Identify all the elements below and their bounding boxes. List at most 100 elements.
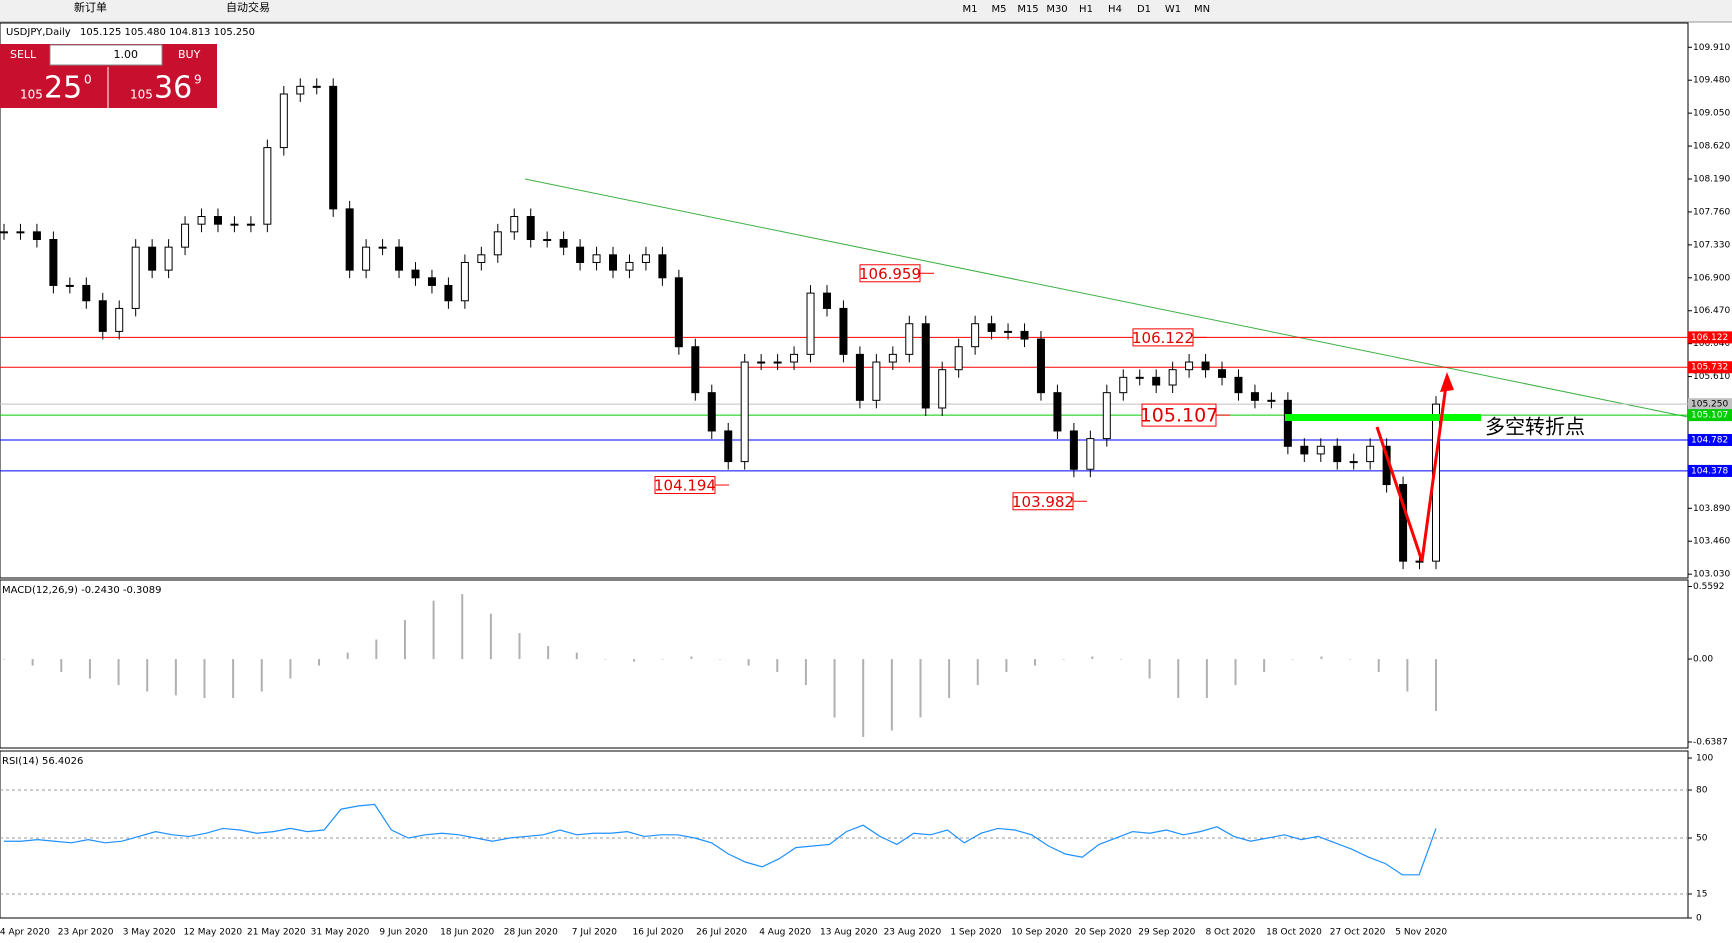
x-tick-label: 23 Aug 2020 (884, 928, 942, 938)
candle (691, 346, 700, 394)
candle (181, 223, 190, 248)
rsi-label: RSI(14) 56.4026 (2, 756, 83, 767)
candle (724, 430, 733, 463)
candle (16, 231, 25, 234)
candle (790, 353, 799, 363)
candle (1053, 392, 1062, 432)
x-tick-label: 20 Sep 2020 (1075, 928, 1132, 938)
candle (872, 361, 881, 401)
candle (312, 85, 321, 88)
level-tag (1688, 331, 1732, 344)
timeframe-button[interactable]: M1 (963, 4, 978, 15)
y-tick-label: 109.050 (1693, 109, 1730, 119)
candle (1086, 438, 1095, 470)
y-tick-label: 108.620 (1693, 142, 1730, 152)
candle (460, 261, 469, 302)
candle (1218, 369, 1227, 378)
level-label: 105.107 (1691, 411, 1728, 421)
x-tick-label: 8 Oct 2020 (1205, 928, 1255, 938)
candle (32, 231, 41, 240)
candle (1102, 392, 1111, 440)
buy-button[interactable]: BUY (178, 48, 201, 61)
candle (427, 277, 436, 286)
candle (1119, 376, 1128, 394)
timeframe-button[interactable]: H1 (1079, 4, 1093, 15)
rsi-tick-label: 80 (1696, 786, 1708, 796)
candle (296, 85, 305, 95)
y-tick-label: 109.910 (1693, 43, 1730, 53)
timeframe-button[interactable]: H4 (1108, 4, 1122, 15)
level-tag (1688, 433, 1732, 446)
candle (641, 254, 650, 263)
candle (213, 216, 222, 225)
sell-button[interactable]: SELL (10, 48, 37, 61)
candle (921, 323, 930, 409)
candle (279, 93, 288, 149)
candle (362, 246, 371, 271)
candle (0, 231, 8, 234)
timeframe-button[interactable]: MN (1194, 4, 1210, 15)
lots[interactable]: 1.00 (114, 48, 139, 61)
candle (148, 246, 157, 271)
candle (707, 392, 716, 432)
level-tag (1688, 464, 1732, 477)
timeframe-button[interactable]: M30 (1046, 4, 1067, 15)
candle (559, 238, 568, 248)
x-tick-label: 12 May 2020 (183, 928, 242, 938)
y-tick-label: 103.890 (1693, 504, 1730, 514)
candle (740, 361, 749, 463)
candle (1069, 430, 1078, 470)
candle (510, 216, 519, 233)
candle (477, 254, 486, 263)
macd-tick-label: -0.6387 (1693, 737, 1728, 747)
macd-label: MACD(12,26,9) -0.2430 -0.3089 (2, 585, 162, 596)
y-tick-label: 106.040 (1693, 339, 1730, 349)
candle (82, 284, 91, 302)
timeframe-button[interactable]: W1 (1165, 4, 1181, 15)
auto-trading-button[interactable]: 自动交易 (226, 0, 270, 14)
marks (0, 78, 1688, 570)
rsi-tick-label: 100 (1696, 754, 1713, 764)
candle (378, 246, 387, 249)
candle (1020, 330, 1029, 340)
annotation-label: 106.959 (859, 265, 921, 283)
candle (674, 277, 683, 348)
rsi-panel (0, 750, 1689, 919)
candle (773, 361, 782, 364)
x-tick-label: 28 Jun 2020 (504, 928, 558, 938)
new-order-button[interactable]: 新订单 (74, 0, 107, 14)
rsi-line (4, 803, 1437, 876)
annotation-box (654, 476, 716, 495)
x-tick-label: 10 Sep 2020 (1011, 928, 1068, 938)
x-tick-label: 16 Jul 2020 (633, 928, 684, 938)
y-tick-label: 103.460 (1693, 537, 1730, 547)
candle (411, 269, 420, 279)
candle (905, 323, 914, 355)
y-tick-label: 103.030 (1693, 570, 1730, 580)
candle (1333, 445, 1342, 463)
lots-box[interactable] (49, 44, 163, 66)
v-arrow (1375, 377, 1449, 562)
candle (658, 254, 667, 279)
candle (1267, 399, 1276, 402)
ask-pips: 36 (154, 71, 192, 106)
timeframe-button[interactable]: D1 (1137, 4, 1151, 15)
level-label: 104.782 (1691, 435, 1728, 445)
candle (1250, 392, 1259, 401)
annotation-label: 104.194 (654, 477, 716, 495)
candle (954, 346, 963, 371)
candle (938, 369, 947, 409)
y-tick-label: 108.190 (1693, 174, 1730, 184)
candle (263, 147, 272, 225)
timeframe-button[interactable]: M5 (992, 4, 1007, 15)
candle (1185, 361, 1194, 371)
x-tick-label: 13 Aug 2020 (820, 928, 878, 938)
candle (1300, 445, 1309, 455)
timeframe-button[interactable]: M15 (1017, 4, 1038, 15)
y-tick-label: 106.470 (1693, 306, 1730, 316)
candle (1349, 461, 1358, 464)
level-label: 105.250 (1691, 400, 1728, 410)
candle (444, 284, 453, 302)
candle (543, 238, 552, 241)
candle (1399, 484, 1408, 562)
